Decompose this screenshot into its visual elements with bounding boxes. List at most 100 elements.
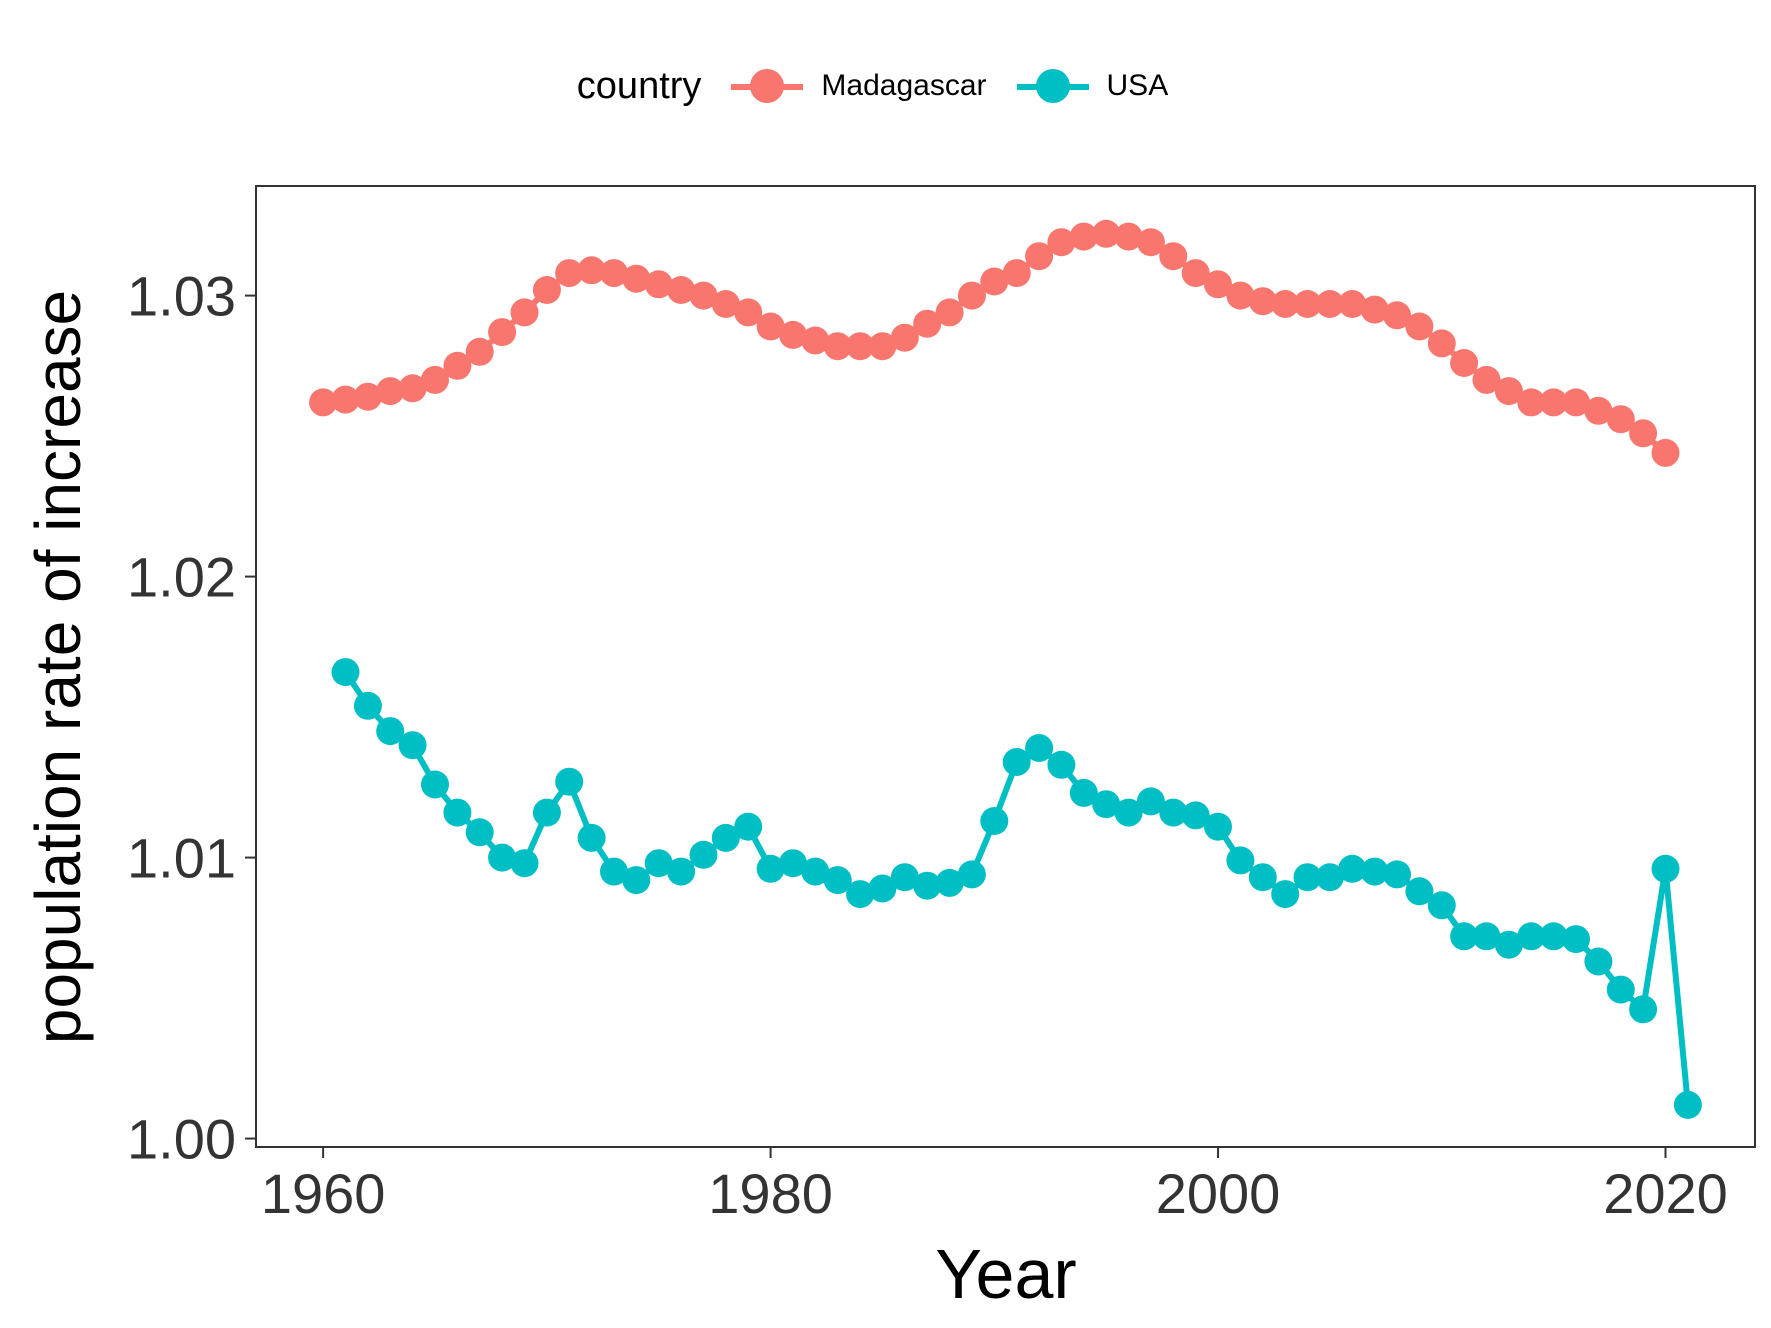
data-point-madagascar [331, 385, 360, 414]
data-point-usa [1271, 880, 1300, 909]
data-point-usa [1539, 922, 1568, 951]
data-point-madagascar [1606, 405, 1635, 434]
data-point-madagascar [868, 332, 897, 361]
data-point-usa [1159, 798, 1188, 827]
data-point-madagascar [913, 309, 942, 338]
y-axis-title: population rate of increase [22, 290, 94, 1044]
data-point-usa [1427, 891, 1456, 920]
plot-panel-border [255, 185, 1756, 1148]
data-point-madagascar [1539, 388, 1568, 417]
data-point-usa [622, 866, 651, 895]
data-point-usa [398, 731, 427, 760]
data-point-usa [600, 857, 628, 886]
series-line-usa [343, 670, 1691, 1106]
data-point-madagascar [1204, 270, 1232, 299]
data-point-madagascar [443, 351, 472, 380]
data-point-madagascar [779, 320, 807, 349]
y-tick-label: 1.00 [127, 1108, 236, 1171]
data-point-madagascar [577, 256, 606, 285]
data-point-madagascar [376, 377, 405, 406]
x-axis-title: Year [935, 1235, 1076, 1313]
data-point-madagascar [1562, 388, 1590, 417]
data-point-usa [443, 798, 472, 827]
axis-layer: 1960 1980 2000 2020 1.00 1.01 1.02 1.03 [127, 265, 1728, 1225]
data-point-madagascar [488, 318, 517, 347]
data-point-madagascar [1629, 419, 1658, 448]
data-point-usa [711, 823, 740, 852]
series-usa [331, 658, 1702, 1119]
data-point-usa [510, 849, 539, 878]
data-point-madagascar [1450, 349, 1479, 377]
data-point-madagascar [1651, 438, 1680, 467]
data-point-madagascar [1271, 290, 1300, 318]
data-point-usa [1383, 860, 1411, 889]
x-tick-label: 1980 [708, 1162, 833, 1225]
data-point-madagascar [957, 281, 986, 310]
data-point-madagascar [465, 337, 494, 366]
data-point-usa [488, 843, 517, 872]
data-point-usa [734, 812, 763, 841]
x-tick-label: 2000 [1156, 1162, 1281, 1225]
legend-label-madagascar: Madagascar [821, 69, 987, 102]
data-point-usa [1338, 854, 1367, 883]
legend: country Madagascar USA [0, 56, 1771, 116]
data-point-usa [1248, 863, 1277, 892]
data-point-usa [1025, 734, 1054, 762]
data-point-madagascar [734, 298, 763, 327]
data-point-madagascar [510, 298, 539, 327]
data-point-madagascar [980, 267, 1009, 296]
data-point-madagascar [667, 276, 696, 304]
data-point-madagascar [1248, 287, 1277, 316]
data-point-madagascar [1069, 222, 1098, 251]
legend-item-madagascar: Madagascar [727, 66, 987, 106]
data-point-madagascar [1338, 290, 1367, 318]
data-point-madagascar [1002, 259, 1031, 288]
series-layer [309, 219, 1702, 1119]
data-point-madagascar [935, 298, 964, 327]
data-point-usa [1405, 877, 1434, 906]
data-point-usa [577, 823, 606, 852]
data-point-madagascar [1025, 242, 1054, 271]
data-point-usa [376, 717, 405, 746]
data-point-madagascar [1517, 388, 1546, 417]
data-point-usa [1494, 930, 1523, 959]
data-point-madagascar [421, 365, 449, 394]
data-point-usa [913, 871, 942, 900]
x-tick-label: 1960 [261, 1162, 386, 1225]
data-point-madagascar [1114, 222, 1143, 251]
data-point-usa [756, 854, 785, 883]
data-point-madagascar [1159, 242, 1188, 271]
data-point-usa [1360, 857, 1389, 886]
data-point-usa [1114, 798, 1143, 827]
data-point-usa [331, 658, 360, 687]
legend-title: country [576, 64, 702, 107]
data-point-usa [1606, 975, 1635, 1004]
data-point-usa [935, 868, 964, 897]
legend-label-usa: USA [1106, 69, 1169, 102]
data-point-usa [555, 767, 584, 796]
data-point-madagascar [1494, 377, 1523, 406]
data-point-usa [980, 807, 1009, 835]
data-point-madagascar [309, 388, 338, 417]
data-point-usa [532, 798, 561, 827]
data-point-usa [1092, 790, 1121, 819]
data-point-usa [353, 691, 382, 720]
data-point-usa [1673, 1090, 1702, 1119]
data-point-usa [890, 863, 919, 892]
series-line-madagascar [322, 230, 1668, 456]
data-point-madagascar [1584, 396, 1613, 425]
data-point-usa [1517, 922, 1546, 951]
data-point-madagascar [1472, 365, 1501, 394]
y-tick-label: 1.01 [127, 827, 236, 890]
data-point-usa [801, 857, 830, 886]
data-point-usa [846, 880, 875, 909]
data-point-usa [1293, 863, 1322, 892]
data-point-madagascar [1315, 290, 1344, 318]
data-point-madagascar [353, 382, 382, 411]
data-point-madagascar [1427, 329, 1456, 358]
data-point-madagascar [532, 276, 561, 304]
data-point-usa [644, 849, 673, 878]
data-point-usa [1047, 750, 1076, 779]
data-point-madagascar [1181, 259, 1210, 288]
